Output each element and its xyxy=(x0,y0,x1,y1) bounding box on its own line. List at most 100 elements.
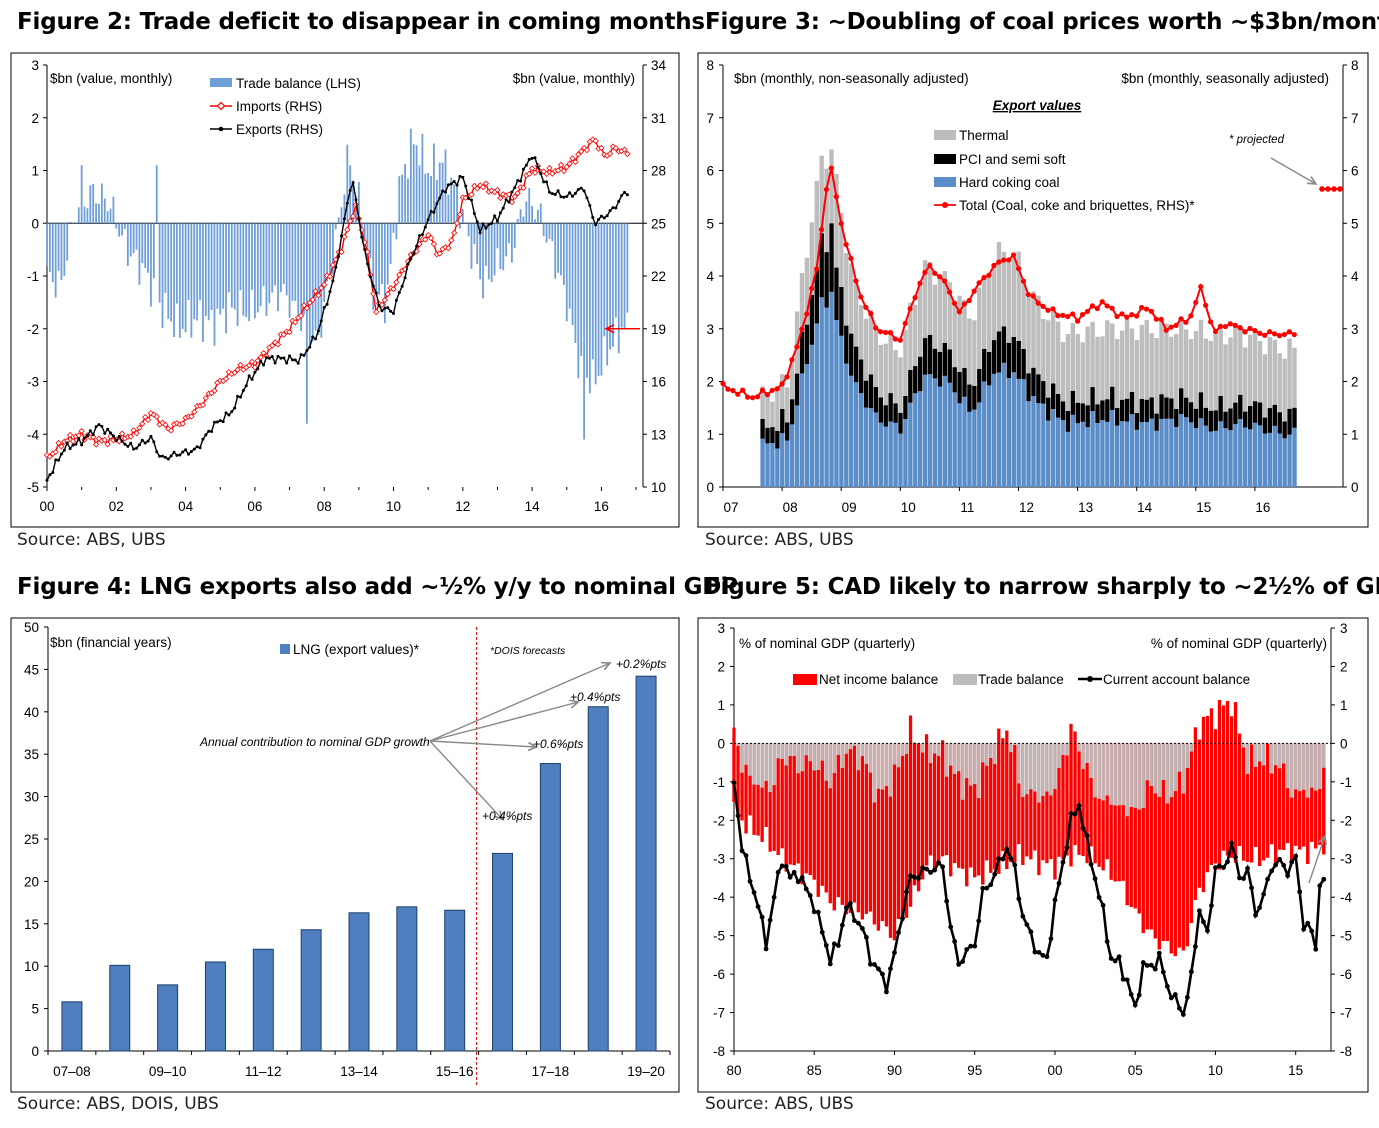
thermal-bar xyxy=(903,329,908,396)
imports-point xyxy=(251,364,259,371)
current-account-point xyxy=(1016,896,1022,902)
legend: Trade balance (LHS) Imports (RHS) Export… xyxy=(210,76,361,137)
hcc-bar xyxy=(1026,401,1031,487)
pci-bar xyxy=(1179,388,1184,414)
income-bar-overlay xyxy=(1017,783,1021,845)
thermal-bar xyxy=(917,284,923,357)
trade-bar xyxy=(1089,743,1093,779)
imports-point xyxy=(381,296,388,304)
hcc-bar xyxy=(765,443,770,487)
trade-bar xyxy=(1177,743,1181,772)
trade-balance-bar xyxy=(453,184,456,224)
x-tick-label: 15 xyxy=(1288,1063,1303,1078)
thermal-bar xyxy=(834,174,839,268)
thermal-bar xyxy=(1006,259,1012,343)
current-account-point xyxy=(1156,950,1162,956)
trade-bar xyxy=(796,743,800,774)
trade-bar xyxy=(1294,743,1298,811)
imports-point xyxy=(474,185,481,192)
exports-point xyxy=(250,377,254,381)
imports-point xyxy=(92,441,100,448)
income-bar-overlay xyxy=(740,772,744,821)
exports-point xyxy=(143,441,147,445)
trade-balance-bar xyxy=(424,173,427,224)
current-account-point xyxy=(984,885,990,891)
trade-bar xyxy=(1129,743,1133,808)
hcc-bar xyxy=(1006,377,1012,487)
y-tick-label-right: 3 xyxy=(1351,322,1359,337)
trade-bar xyxy=(1149,743,1153,787)
y-tick-label-left: 3 xyxy=(31,58,39,73)
income-bar-overlay xyxy=(1061,755,1065,860)
exports-point xyxy=(498,211,502,215)
imports-point xyxy=(393,279,400,286)
trade-bar xyxy=(1121,743,1125,820)
trade-balance-bar xyxy=(476,223,479,265)
imports-point xyxy=(531,169,539,176)
pci-bar xyxy=(1110,386,1115,411)
pci-bar xyxy=(809,294,815,345)
x-tick-label: 17–18 xyxy=(532,1064,570,1079)
pci-bar xyxy=(868,374,874,409)
thermal-bar xyxy=(775,387,780,431)
x-tick-label: 08 xyxy=(783,500,798,515)
exports-point xyxy=(406,262,410,266)
hcc-bar xyxy=(972,409,977,487)
pci-bar xyxy=(1065,411,1071,432)
total-point xyxy=(1020,278,1027,284)
current-account-point xyxy=(1148,962,1154,968)
current-account-point xyxy=(868,961,873,967)
trade-bar xyxy=(1270,743,1274,774)
y-tick-label-left: 2 xyxy=(706,375,714,390)
current-account-point xyxy=(1068,811,1074,816)
total-point xyxy=(1252,327,1258,334)
contribution-label: +0.2%pts xyxy=(616,657,666,671)
current-account-point xyxy=(1160,969,1166,975)
total-point xyxy=(1183,319,1189,325)
imports-point xyxy=(624,150,631,158)
current-account-point xyxy=(1184,994,1190,1000)
trade-balance-bar xyxy=(600,223,603,376)
current-account-point xyxy=(771,894,777,900)
income-bar-overlay xyxy=(1161,780,1165,941)
x-tick-label: 09–10 xyxy=(149,1064,187,1079)
imports-point xyxy=(572,158,579,166)
pci-bar xyxy=(1292,407,1297,428)
y-tick-label-left: 2 xyxy=(717,659,725,674)
current-account-point xyxy=(859,926,865,931)
income-bar-overlay xyxy=(844,753,848,915)
contribution-label: +0.4%pts xyxy=(482,809,532,823)
thermal-bar xyxy=(1179,317,1184,389)
trade-balance-bar xyxy=(352,182,354,224)
exports-point xyxy=(337,254,341,258)
exports-point xyxy=(420,233,424,237)
current-account-point xyxy=(1261,891,1266,897)
trade-balance-bar xyxy=(603,223,606,337)
imports-point xyxy=(349,213,357,220)
exports-point xyxy=(467,197,471,201)
legend-label-cab: Current account balance xyxy=(1103,672,1250,687)
income-bar-overlay xyxy=(1141,808,1145,934)
plot-frame xyxy=(697,617,1369,1093)
trade-balance-bar xyxy=(528,187,531,224)
pci-bar xyxy=(824,252,829,308)
trade-bar xyxy=(844,743,848,754)
total-point xyxy=(1193,299,1199,305)
trade-balance-bar xyxy=(176,223,178,304)
exports-point xyxy=(597,217,601,221)
current-account-point xyxy=(1213,865,1218,870)
exports-point xyxy=(88,429,92,433)
total-point xyxy=(1281,331,1288,338)
imports-point xyxy=(260,349,267,357)
income-bar-overlay xyxy=(1237,733,1242,846)
imports-point xyxy=(269,342,276,349)
exports-point xyxy=(132,447,136,451)
y-tick-label-left: 2 xyxy=(31,111,39,126)
trade-bar xyxy=(1290,743,1294,799)
imports-point xyxy=(451,229,458,237)
total-point xyxy=(1114,313,1120,320)
trade-bar xyxy=(1298,743,1302,801)
thermal-bar xyxy=(962,299,967,369)
exports-point xyxy=(146,439,150,443)
trade-bar xyxy=(848,743,852,750)
